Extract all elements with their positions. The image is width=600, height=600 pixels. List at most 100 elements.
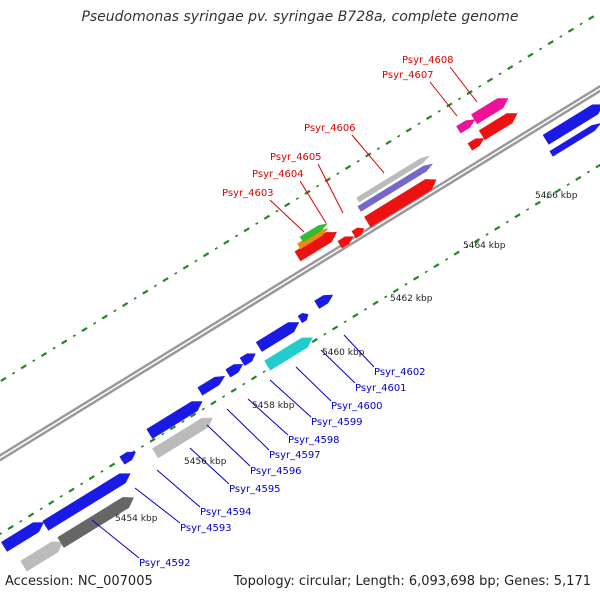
ruler-tick-bottom <box>534 200 541 206</box>
ruler-tick-top <box>478 84 482 88</box>
leader-layer <box>91 66 478 559</box>
ruler-tick-bottom <box>514 213 521 219</box>
scale-label: 5462 kbp <box>390 294 433 304</box>
gene-arrow-top <box>351 227 365 239</box>
gene-label-bottom: Psyr_4601 <box>355 383 407 394</box>
gene-arrow-bottom <box>0 522 44 552</box>
ruler-tick-bottom <box>210 400 217 406</box>
ruler-tick-top <box>405 127 412 133</box>
ruler-tick-top <box>214 247 218 250</box>
ruler-tick-top <box>223 239 230 245</box>
leader-line-top <box>317 163 344 214</box>
gene-arrow-bottom <box>255 322 300 352</box>
gene-arrow-top <box>467 138 485 151</box>
ruler-tick-top <box>263 214 271 220</box>
ruler-tick-bottom <box>595 163 600 169</box>
gene-arrow-bottom <box>297 312 309 324</box>
ruler-tick-bottom <box>384 295 388 299</box>
gene-label-top: Psyr_4608 <box>402 55 454 66</box>
gene-label-top: Psyr_4603 <box>222 188 274 199</box>
leader-line-bottom <box>320 349 356 384</box>
gene-arrow-bottom-row2 <box>152 417 213 459</box>
ruler-tick-top <box>437 109 441 113</box>
ruler-tick-top <box>417 122 421 126</box>
ruler-tick-bottom <box>465 245 469 249</box>
ruler-tick-top <box>538 47 543 51</box>
gene-label-top: Psyr_4607 <box>382 70 434 81</box>
gene-label-bottom: Psyr_4598 <box>288 435 340 446</box>
ruler-tick-top <box>61 339 68 345</box>
ruler-tick-top <box>518 59 522 63</box>
ruler-tick-bottom <box>546 195 550 199</box>
ruler-tick-bottom <box>190 412 197 418</box>
gene-label-bottom: Psyr_4600 <box>331 401 383 412</box>
ruler-tick-bottom <box>39 507 43 511</box>
ruler-tick-bottom <box>554 188 562 194</box>
leader-line-bottom <box>295 366 332 402</box>
gene-layer <box>0 98 600 572</box>
ruler-tick-bottom <box>19 519 23 523</box>
genome-backbone <box>0 84 600 457</box>
ruler-tick-top <box>40 351 48 357</box>
gene-label-bottom: Psyr_4602 <box>374 367 426 378</box>
ruler-tick-top <box>559 35 563 38</box>
ruler-tick-top <box>174 271 178 275</box>
gene-arrow-top <box>297 228 329 250</box>
ruler-tick-bottom <box>372 300 379 306</box>
scale-label: 5466 kbp <box>535 191 578 201</box>
ruler-tick-bottom <box>262 370 266 374</box>
leader-line-bottom <box>343 334 375 368</box>
ruler-tick-bottom <box>526 208 530 211</box>
ruler-tick-bottom <box>48 500 55 506</box>
ruler-tick-bottom <box>323 332 327 336</box>
scale-label: 5464 kbp <box>463 241 506 251</box>
ruler-tick-bottom <box>453 250 460 256</box>
ruler-tick-bottom <box>88 475 95 481</box>
ruler-tick-top <box>20 364 27 370</box>
ruler-tick-top <box>588 15 595 21</box>
scale-label: 5456 kbp <box>184 457 227 467</box>
ruler-tick-top <box>113 309 117 313</box>
tick-tracks <box>0 11 600 536</box>
ruler-tick-bottom <box>424 270 428 274</box>
leader-line-bottom <box>206 424 251 467</box>
backbone-layer <box>0 84 600 462</box>
ruler-tick-top <box>121 302 129 308</box>
ruler-tick-top <box>498 72 502 76</box>
ruler-tick-bottom <box>0 532 3 536</box>
gene-arrow-bottom <box>225 364 244 378</box>
leader-line-bottom <box>247 398 289 436</box>
ruler-tick-top <box>52 346 56 350</box>
ruler-tick-bottom <box>494 225 501 231</box>
ruler-tick-top <box>153 284 158 288</box>
leader-line-bottom <box>156 469 201 508</box>
gene-label-bottom: Psyr_4592 <box>139 558 191 569</box>
ruler-tick-bottom <box>404 282 408 286</box>
ruler-tick-top <box>356 159 360 163</box>
ruler-tick-top <box>385 139 392 145</box>
gene-arrow-top <box>356 155 431 203</box>
ruler-tick-bottom <box>331 325 339 331</box>
ruler-tick-top <box>81 327 88 333</box>
leader-line-bottom <box>189 447 230 485</box>
ruler-tick-top <box>32 359 36 363</box>
ruler-tick-bottom <box>473 238 481 244</box>
gene-label-bottom: Psyr_4596 <box>250 466 302 477</box>
gene-arrow-bottom <box>119 451 136 465</box>
ruler-tick-top <box>194 259 198 263</box>
ruler-tick-bottom <box>586 170 591 174</box>
ruler-tick-bottom <box>566 183 570 186</box>
ruler-tick-bottom <box>444 257 449 261</box>
ruler-tick-top <box>142 289 149 295</box>
ruler-tick-bottom <box>181 420 185 423</box>
ruler-tick-top <box>457 97 462 101</box>
ruler-tick-top <box>243 227 250 233</box>
gene-arrow-bottom-row2 <box>264 337 313 371</box>
leader-line-top <box>299 180 327 224</box>
ruler-tick-bottom <box>68 487 75 493</box>
ruler-tick-bottom <box>250 375 258 381</box>
ruler-tick-bottom <box>363 307 368 311</box>
ruler-tick-bottom <box>221 395 226 398</box>
leader-line-top <box>429 81 458 117</box>
